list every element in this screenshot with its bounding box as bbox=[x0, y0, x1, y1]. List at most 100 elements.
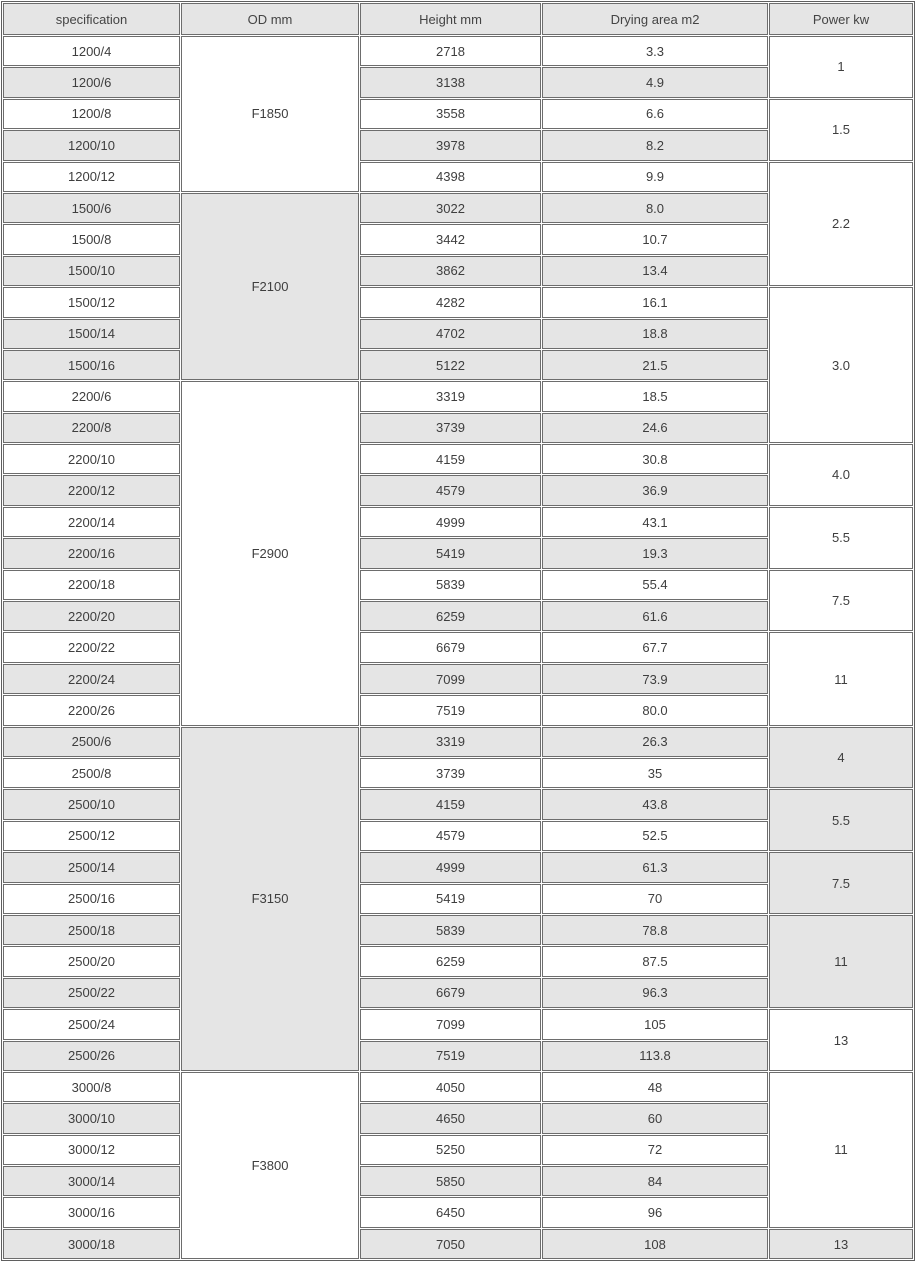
power-cell: 1 bbox=[769, 36, 913, 98]
area-cell: 87.5 bbox=[542, 946, 768, 977]
power-cell: 11 bbox=[769, 1071, 913, 1228]
power-cell: 7.5 bbox=[769, 852, 913, 914]
table-row: 2500/14 4999 61.3 7.5 bbox=[3, 852, 913, 914]
height-cell: 3442 bbox=[360, 224, 541, 255]
table-row: 3000/14 5850 84 bbox=[3, 1166, 913, 1197]
power-cell: 3.0 bbox=[769, 287, 913, 444]
spec-cell: 2500/14 bbox=[3, 852, 180, 883]
height-cell: 6679 bbox=[360, 977, 541, 1009]
height-cell: 5839 bbox=[360, 569, 541, 601]
height-cell: 3319 bbox=[360, 726, 541, 757]
area-cell: 55.4 bbox=[542, 569, 768, 601]
height-cell: 3978 bbox=[360, 130, 541, 161]
height-cell: 7099 bbox=[360, 1009, 541, 1040]
table-row: 2200/20 6259 61.6 bbox=[3, 601, 913, 632]
area-cell: 96 bbox=[542, 1197, 768, 1228]
spec-cell: 2200/6 bbox=[3, 381, 180, 412]
table-row: 2200/16 5419 19.3 bbox=[3, 538, 913, 569]
area-cell: 3.3 bbox=[542, 36, 768, 67]
table-row: 2500/12 4579 52.5 bbox=[3, 820, 913, 852]
spec-cell: 1500/16 bbox=[3, 349, 180, 381]
spec-cell: 2500/8 bbox=[3, 757, 180, 789]
table-row: 2500/8 3739 35 bbox=[3, 757, 913, 789]
height-cell: 4650 bbox=[360, 1103, 541, 1134]
height-cell: 4159 bbox=[360, 789, 541, 820]
spec-cell: 2200/22 bbox=[3, 632, 180, 663]
od-cell: F2100 bbox=[181, 192, 359, 381]
table-row: 2500/20 6259 87.5 bbox=[3, 946, 913, 977]
spec-cell: 3000/18 bbox=[3, 1228, 180, 1260]
spec-cell: 2200/8 bbox=[3, 412, 180, 444]
spec-cell: 2200/20 bbox=[3, 601, 180, 632]
table-row: 2500/26 7519 113.8 bbox=[3, 1040, 913, 1071]
power-cell: 1.5 bbox=[769, 98, 913, 161]
height-cell: 3739 bbox=[360, 412, 541, 444]
table-row: 3000/16 6450 96 bbox=[3, 1197, 913, 1228]
area-cell: 43.8 bbox=[542, 789, 768, 820]
table-row: 3000/18 7050 108 13 bbox=[3, 1228, 913, 1260]
spec-cell: 2500/24 bbox=[3, 1009, 180, 1040]
spec-cell: 2500/12 bbox=[3, 820, 180, 852]
area-cell: 4.9 bbox=[542, 67, 768, 98]
height-cell: 3138 bbox=[360, 67, 541, 98]
area-cell: 8.2 bbox=[542, 130, 768, 161]
height-cell: 7099 bbox=[360, 663, 541, 695]
table-row: 2200/22 6679 67.7 11 bbox=[3, 632, 913, 726]
height-cell: 3739 bbox=[360, 757, 541, 789]
height-cell: 2718 bbox=[360, 36, 541, 67]
power-cell: 2.2 bbox=[769, 161, 913, 287]
spec-cell: 3000/12 bbox=[3, 1134, 180, 1166]
table-row: 1200/6 3138 4.9 bbox=[3, 67, 913, 98]
table-row: 2200/14 4999 43.1 5.5 bbox=[3, 506, 913, 569]
height-cell: 5250 bbox=[360, 1134, 541, 1166]
col-header-height: Height mm bbox=[360, 3, 541, 35]
height-cell: 7519 bbox=[360, 1040, 541, 1071]
area-cell: 8.0 bbox=[542, 192, 768, 224]
spec-cell: 1500/14 bbox=[3, 318, 180, 349]
spec-cell: 2500/22 bbox=[3, 977, 180, 1009]
spec-cell: 2500/6 bbox=[3, 726, 180, 757]
power-cell: 13 bbox=[769, 1009, 913, 1071]
area-cell: 73.9 bbox=[542, 663, 768, 695]
area-cell: 18.8 bbox=[542, 318, 768, 349]
height-cell: 7050 bbox=[360, 1228, 541, 1260]
spec-cell: 1200/4 bbox=[3, 36, 180, 67]
height-cell: 5122 bbox=[360, 349, 541, 381]
area-cell: 96.3 bbox=[542, 977, 768, 1009]
table-row: 1500/6 F2100 3022 8.0 bbox=[3, 192, 913, 381]
od-cell: F3150 bbox=[181, 726, 359, 1071]
height-cell: 6679 bbox=[360, 632, 541, 663]
area-cell: 13.4 bbox=[542, 255, 768, 287]
power-cell: 13 bbox=[769, 1228, 913, 1260]
area-cell: 36.9 bbox=[542, 475, 768, 506]
height-cell: 3558 bbox=[360, 98, 541, 130]
table-row: 1500/8 3442 10.7 bbox=[3, 224, 913, 255]
spec-cell: 2500/16 bbox=[3, 883, 180, 914]
height-cell: 4398 bbox=[360, 161, 541, 192]
area-cell: 52.5 bbox=[542, 820, 768, 852]
table-row: 2200/26 7519 80.0 bbox=[3, 695, 913, 726]
area-cell: 30.8 bbox=[542, 444, 768, 475]
col-header-area: Drying area m2 bbox=[542, 3, 768, 35]
height-cell: 5839 bbox=[360, 914, 541, 946]
header-row: specification OD mm Height mm Drying area m… bbox=[3, 3, 913, 35]
spec-cell: 2200/26 bbox=[3, 695, 180, 726]
area-cell: 78.8 bbox=[542, 914, 768, 946]
area-cell: 61.6 bbox=[542, 601, 768, 632]
table-row: 1500/10 3862 13.4 bbox=[3, 255, 913, 287]
table-row: 2500/6 F3150 3319 26.3 4 bbox=[3, 726, 913, 1071]
table-row: 2200/10 4159 30.8 4.0 bbox=[3, 444, 913, 506]
table-row: 1200/12 4398 9.9 2.2 bbox=[3, 161, 913, 287]
area-cell: 48 bbox=[542, 1071, 768, 1103]
area-cell: 108 bbox=[542, 1228, 768, 1260]
area-cell: 105 bbox=[542, 1009, 768, 1040]
area-cell: 18.5 bbox=[542, 381, 768, 412]
table-row: 1500/14 4702 18.8 bbox=[3, 318, 913, 349]
area-cell: 16.1 bbox=[542, 287, 768, 318]
spec-cell: 2200/24 bbox=[3, 663, 180, 695]
area-cell: 21.5 bbox=[542, 349, 768, 381]
height-cell: 4579 bbox=[360, 820, 541, 852]
table-row: 2500/22 6679 96.3 bbox=[3, 977, 913, 1009]
power-cell: 11 bbox=[769, 914, 913, 1009]
